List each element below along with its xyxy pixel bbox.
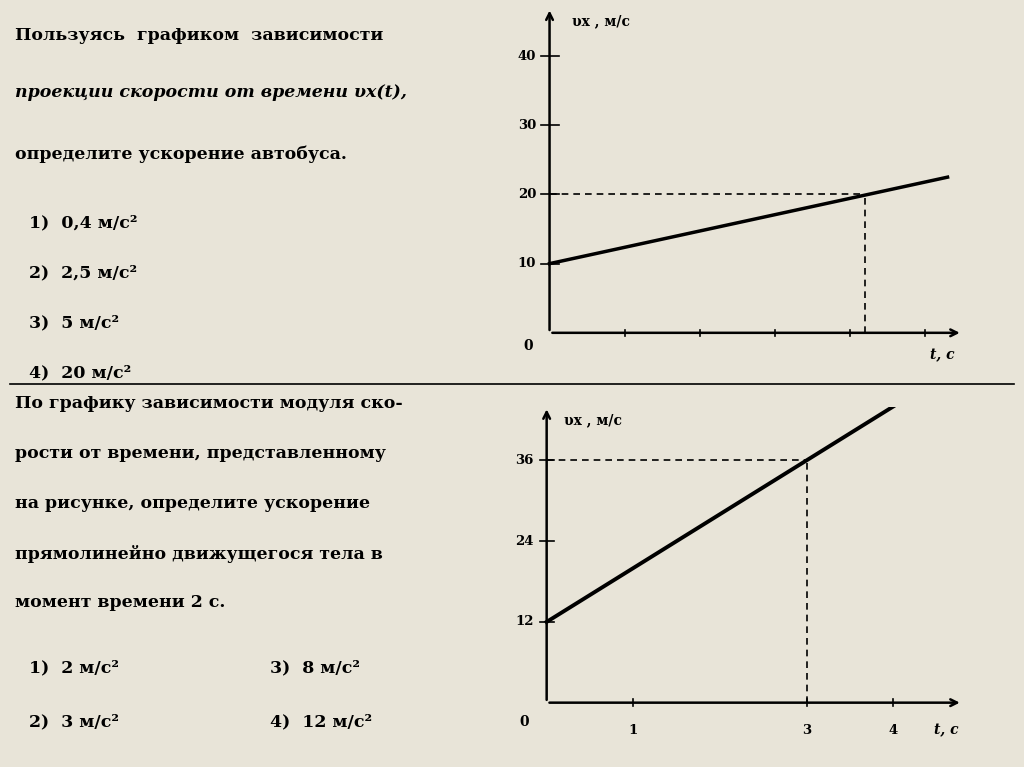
Text: t, с: t, с xyxy=(934,723,958,737)
Text: 1)  2 м/с²: 1) 2 м/с² xyxy=(30,660,120,676)
Text: 40: 40 xyxy=(518,50,536,63)
Text: проекции скорости от времени υx(t),: проекции скорости от времени υx(t), xyxy=(14,84,407,101)
Text: на рисунке, определите ускорение: на рисунке, определите ускорение xyxy=(14,495,370,512)
Text: 1: 1 xyxy=(629,724,638,737)
Text: По графику зависимости модуля ско-: По графику зависимости модуля ско- xyxy=(14,395,402,412)
Text: 0: 0 xyxy=(523,339,532,353)
Text: 24: 24 xyxy=(515,535,534,548)
Text: 2)  3 м/с²: 2) 3 м/с² xyxy=(30,713,120,730)
Text: 36: 36 xyxy=(515,454,534,467)
Text: 2)  2,5 м/с²: 2) 2,5 м/с² xyxy=(30,265,137,281)
Text: 4)  20 м/с²: 4) 20 м/с² xyxy=(30,364,132,381)
Text: 3)  5 м/с²: 3) 5 м/с² xyxy=(30,314,120,331)
Text: 20: 20 xyxy=(518,188,536,201)
Text: 4: 4 xyxy=(889,724,898,737)
Text: 10: 10 xyxy=(518,257,536,270)
Text: 1)  0,4 м/с²: 1) 0,4 м/с² xyxy=(30,215,138,232)
Text: 30: 30 xyxy=(518,119,536,132)
Text: 12: 12 xyxy=(515,615,534,628)
Text: t, с: t, с xyxy=(931,348,955,362)
Text: 3: 3 xyxy=(802,724,811,737)
Text: 4)  12 м/с²: 4) 12 м/с² xyxy=(270,713,373,730)
Text: 0: 0 xyxy=(519,715,528,729)
Text: определите ускорение автобуса.: определите ускорение автобуса. xyxy=(14,146,346,163)
Text: рости от времени, представленному: рости от времени, представленному xyxy=(14,445,386,462)
Text: Пользуясь  графиком  зависимости: Пользуясь графиком зависимости xyxy=(14,27,383,44)
Text: момент времени 2 с.: момент времени 2 с. xyxy=(14,594,225,611)
Text: υx , м/с: υx , м/с xyxy=(564,413,622,427)
Text: υx , м/с: υx , м/с xyxy=(572,15,630,28)
Text: 3)  8 м/с²: 3) 8 м/с² xyxy=(270,660,360,676)
Text: прямолинейно движущегося тела в: прямолинейно движущегося тела в xyxy=(14,545,383,562)
